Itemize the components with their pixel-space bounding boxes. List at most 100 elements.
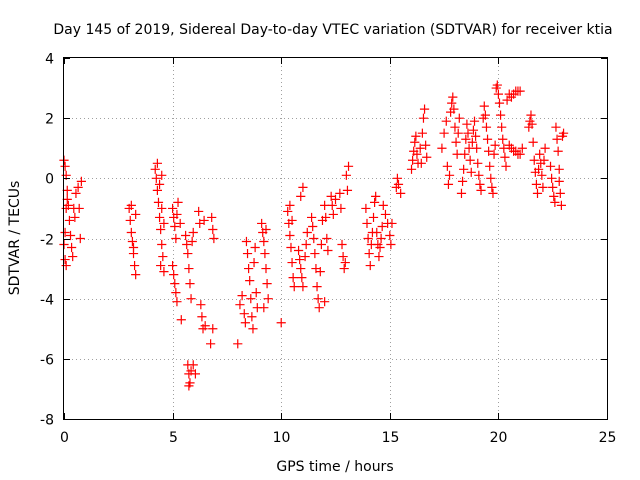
data-point bbox=[558, 128, 569, 138]
data-point bbox=[556, 200, 566, 211]
data-point bbox=[176, 315, 186, 325]
x-tick-label: 20 bbox=[490, 430, 508, 446]
data-point bbox=[494, 98, 505, 108]
data-point bbox=[200, 321, 210, 331]
data-markers bbox=[59, 80, 569, 391]
data-point bbox=[321, 212, 331, 223]
data-point bbox=[259, 303, 269, 313]
data-point bbox=[247, 312, 257, 322]
x-tick-label: 0 bbox=[60, 430, 69, 446]
data-point bbox=[251, 288, 261, 298]
data-point bbox=[67, 242, 77, 253]
data-point bbox=[406, 164, 417, 174]
data-point bbox=[186, 294, 196, 304]
data-point bbox=[470, 131, 481, 141]
data-point bbox=[336, 203, 346, 214]
data-point bbox=[387, 218, 397, 229]
data-point bbox=[295, 254, 305, 265]
data-point bbox=[537, 170, 547, 180]
data-point bbox=[172, 209, 182, 220]
data-point bbox=[62, 194, 72, 204]
data-point bbox=[315, 266, 325, 277]
data-point bbox=[156, 260, 166, 271]
data-point bbox=[196, 300, 206, 310]
data-point bbox=[207, 212, 217, 223]
data-point bbox=[316, 239, 326, 250]
data-point bbox=[515, 149, 525, 159]
data-point bbox=[152, 158, 162, 168]
data-point bbox=[464, 143, 474, 153]
x-tick-label: 25 bbox=[599, 430, 617, 446]
data-point bbox=[489, 149, 499, 159]
data-point bbox=[171, 233, 181, 244]
data-point bbox=[490, 140, 500, 150]
data-point bbox=[261, 224, 271, 235]
x-tick-label: 10 bbox=[273, 430, 291, 446]
data-point bbox=[476, 185, 486, 195]
data-point bbox=[309, 233, 319, 244]
data-point bbox=[498, 134, 508, 144]
data-point bbox=[75, 233, 85, 244]
data-point bbox=[545, 161, 556, 171]
data-point bbox=[410, 137, 420, 147]
data-point bbox=[553, 146, 563, 156]
data-point bbox=[441, 116, 451, 126]
data-point bbox=[70, 212, 80, 223]
y-tick-label: -8 bbox=[40, 413, 54, 429]
data-point bbox=[473, 158, 483, 168]
data-point bbox=[153, 197, 164, 207]
data-point bbox=[288, 273, 298, 283]
data-point bbox=[248, 324, 258, 334]
data-point bbox=[369, 197, 380, 207]
data-point bbox=[181, 230, 191, 241]
data-point bbox=[361, 203, 371, 214]
data-point bbox=[385, 230, 395, 241]
data-point bbox=[285, 230, 295, 241]
data-point bbox=[526, 110, 536, 120]
data-point bbox=[392, 173, 403, 183]
y-axis-label: SDTVAR / TECUs bbox=[7, 181, 23, 296]
data-point bbox=[296, 191, 306, 201]
data-point bbox=[472, 143, 482, 153]
data-point bbox=[540, 143, 550, 153]
data-point bbox=[71, 188, 81, 198]
data-point bbox=[386, 239, 396, 250]
data-point bbox=[448, 92, 458, 102]
data-point bbox=[328, 209, 338, 220]
data-point bbox=[453, 128, 463, 138]
axis-ticks bbox=[64, 58, 608, 420]
data-point bbox=[208, 224, 218, 235]
data-point bbox=[533, 164, 544, 174]
data-point bbox=[183, 248, 193, 259]
y-tick-label: -6 bbox=[40, 353, 54, 369]
data-point bbox=[185, 279, 195, 289]
data-point bbox=[276, 318, 286, 328]
data-point bbox=[287, 215, 297, 226]
data-point bbox=[157, 170, 167, 180]
y-tick-label: 2 bbox=[45, 112, 54, 128]
data-point bbox=[129, 260, 140, 271]
data-point bbox=[241, 236, 252, 247]
data-point bbox=[245, 276, 255, 286]
data-point bbox=[362, 218, 372, 229]
data-point bbox=[538, 182, 548, 192]
data-point bbox=[159, 218, 169, 229]
data-point bbox=[341, 170, 351, 180]
data-point bbox=[539, 155, 549, 165]
data-point bbox=[246, 294, 256, 304]
data-point bbox=[422, 152, 432, 162]
data-point bbox=[459, 164, 469, 174]
data-point bbox=[548, 182, 558, 192]
data-point bbox=[488, 188, 498, 198]
data-point bbox=[175, 218, 185, 229]
data-point bbox=[532, 188, 543, 198]
grid-lines bbox=[64, 58, 607, 419]
data-point bbox=[62, 185, 72, 195]
data-point bbox=[289, 282, 299, 292]
data-point bbox=[128, 242, 139, 253]
data-point bbox=[337, 239, 347, 250]
data-point bbox=[551, 122, 561, 132]
data-point bbox=[500, 152, 510, 162]
chart-title: Day 145 of 2019, Sidereal Day-to-day VTE… bbox=[53, 22, 612, 38]
data-point bbox=[170, 221, 180, 232]
